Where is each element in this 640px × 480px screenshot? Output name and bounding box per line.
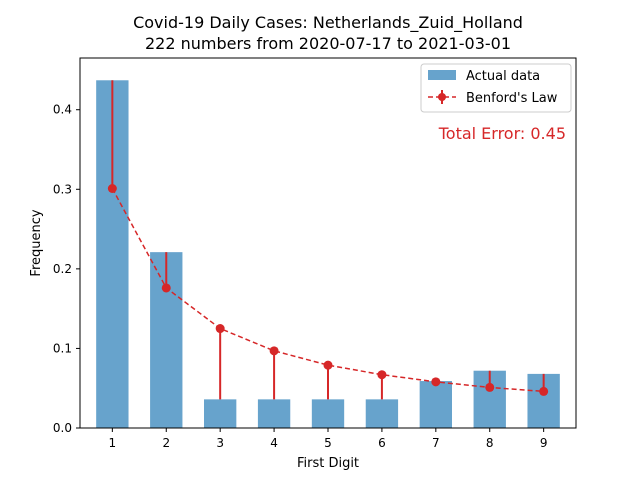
benford-point-digit-5 [323,360,333,370]
legend-box [420,63,572,113]
total-error-annotation: Total Error: 0.45 [438,124,566,143]
bar-digit-7 [419,381,452,428]
x-tick-label-3: 3 [216,436,224,450]
plot-area: 1 2 3 4 5 6 7 8 9 0.0 0.1 0.2 0.3 0.4 [53,80,560,450]
benford-line [111,188,544,393]
bar-digit-3 [204,399,237,428]
legend: Actual data Benford's Law [420,63,572,113]
benford-point-digit-3 [215,324,225,334]
legend-label-benford: Benford's Law [466,91,558,106]
y-axis-label: Frequency [29,209,44,276]
y-tick-label-0.2: 0.2 [53,262,72,276]
benford-point-digit-8 [485,382,495,392]
y-tick-label-0.1: 0.1 [53,341,72,355]
legend-marker-swatch [438,93,446,101]
benford-point-digit-6 [377,370,387,380]
chart-subtitle: 222 numbers from 2020-07-17 to 2021-03-0… [145,34,511,53]
benford-point-digit-7 [431,377,441,387]
plot-frame [79,57,577,429]
benford-point-digit-2 [161,283,171,293]
chart-title: Covid-19 Daily Cases: Netherlands_Zuid_H… [133,13,523,33]
x-axis-label: First Digit [297,456,359,471]
x-tick-label-2: 2 [162,436,170,450]
y-tick-label-0.4: 0.4 [53,103,72,117]
x-tick-label-7: 7 [432,436,440,450]
legend-label-actual: Actual data [466,69,540,84]
legend-bar-swatch [428,70,456,80]
bar-digit-5 [311,399,345,428]
x-tick-label-4: 4 [270,436,278,450]
x-tick-label-6: 6 [378,436,386,450]
x-tick-label-9: 9 [540,436,548,450]
benford-point-digit-9 [539,386,549,396]
benford-point-digit-4 [269,346,279,356]
bar-digit-6 [365,399,399,428]
y-tick-label-0.0: 0.0 [53,421,72,435]
benford-point-digit-1 [107,183,117,193]
x-tick-label-5: 5 [324,436,332,450]
x-tick-label-8: 8 [486,436,494,450]
x-tick-label-1: 1 [109,436,117,450]
y-tick-label-0.3: 0.3 [53,182,72,196]
bar-digit-4 [257,399,291,428]
